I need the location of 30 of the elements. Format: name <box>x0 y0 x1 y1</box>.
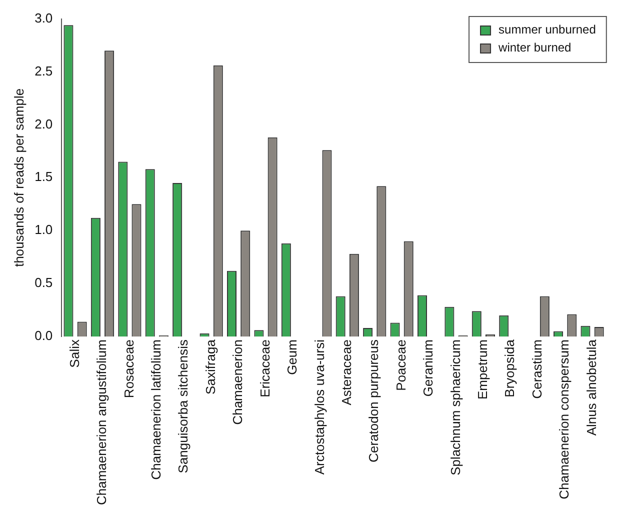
legend-label: summer unburned <box>498 22 596 36</box>
x-tick-label: Chamaenerion <box>230 340 246 425</box>
y-tick-label: 1.0 <box>34 222 53 238</box>
x-tick-label: Sanguisorba sitchensis <box>176 339 191 474</box>
x-tick-label: Arctostaphylos uva-ursi <box>312 339 327 475</box>
y-tick-label: 0.0 <box>34 328 53 344</box>
x-tick-label: Asteraceae <box>338 340 354 406</box>
y-tick-label: 3.0 <box>34 10 53 26</box>
x-tick-label: Bryopsida <box>502 338 518 398</box>
x-tick-label: Splachnum sphaericum <box>448 340 463 476</box>
x-tick-label: Ceratodon purpureus <box>366 339 382 462</box>
x-tick-label: Geum <box>284 340 300 375</box>
x-tick-label: Ericaceae <box>257 340 272 398</box>
x-tick-label: Empetrum <box>475 340 490 400</box>
x-tick-label: Chamaenerion conspersum <box>556 340 572 500</box>
x-tick-label: Cerastium <box>529 340 544 399</box>
x-tick-label: Chamaenerion angustifolium <box>94 340 110 505</box>
x-tick-label: Geranium <box>420 340 436 397</box>
y-tick-label: 2.0 <box>34 116 53 132</box>
x-tick-label: Poaceae <box>393 340 408 391</box>
x-tick-label: Saxifraga <box>202 338 218 394</box>
y-tick-label: 2.5 <box>34 63 53 78</box>
y-tick-label: 1.5 <box>34 169 53 184</box>
x-tick-label: Chamaenerion latifolium <box>148 340 164 480</box>
y-axis-title: thousands of reads per sample <box>11 88 26 267</box>
x-tick-label: Rosaceae <box>121 340 136 398</box>
x-tick-label: Salix <box>66 339 82 368</box>
y-tick-label: 0.5 <box>34 275 53 290</box>
x-tick-label: Alnus alnobetula <box>584 338 599 436</box>
legend-label: winter burned <box>498 40 572 54</box>
